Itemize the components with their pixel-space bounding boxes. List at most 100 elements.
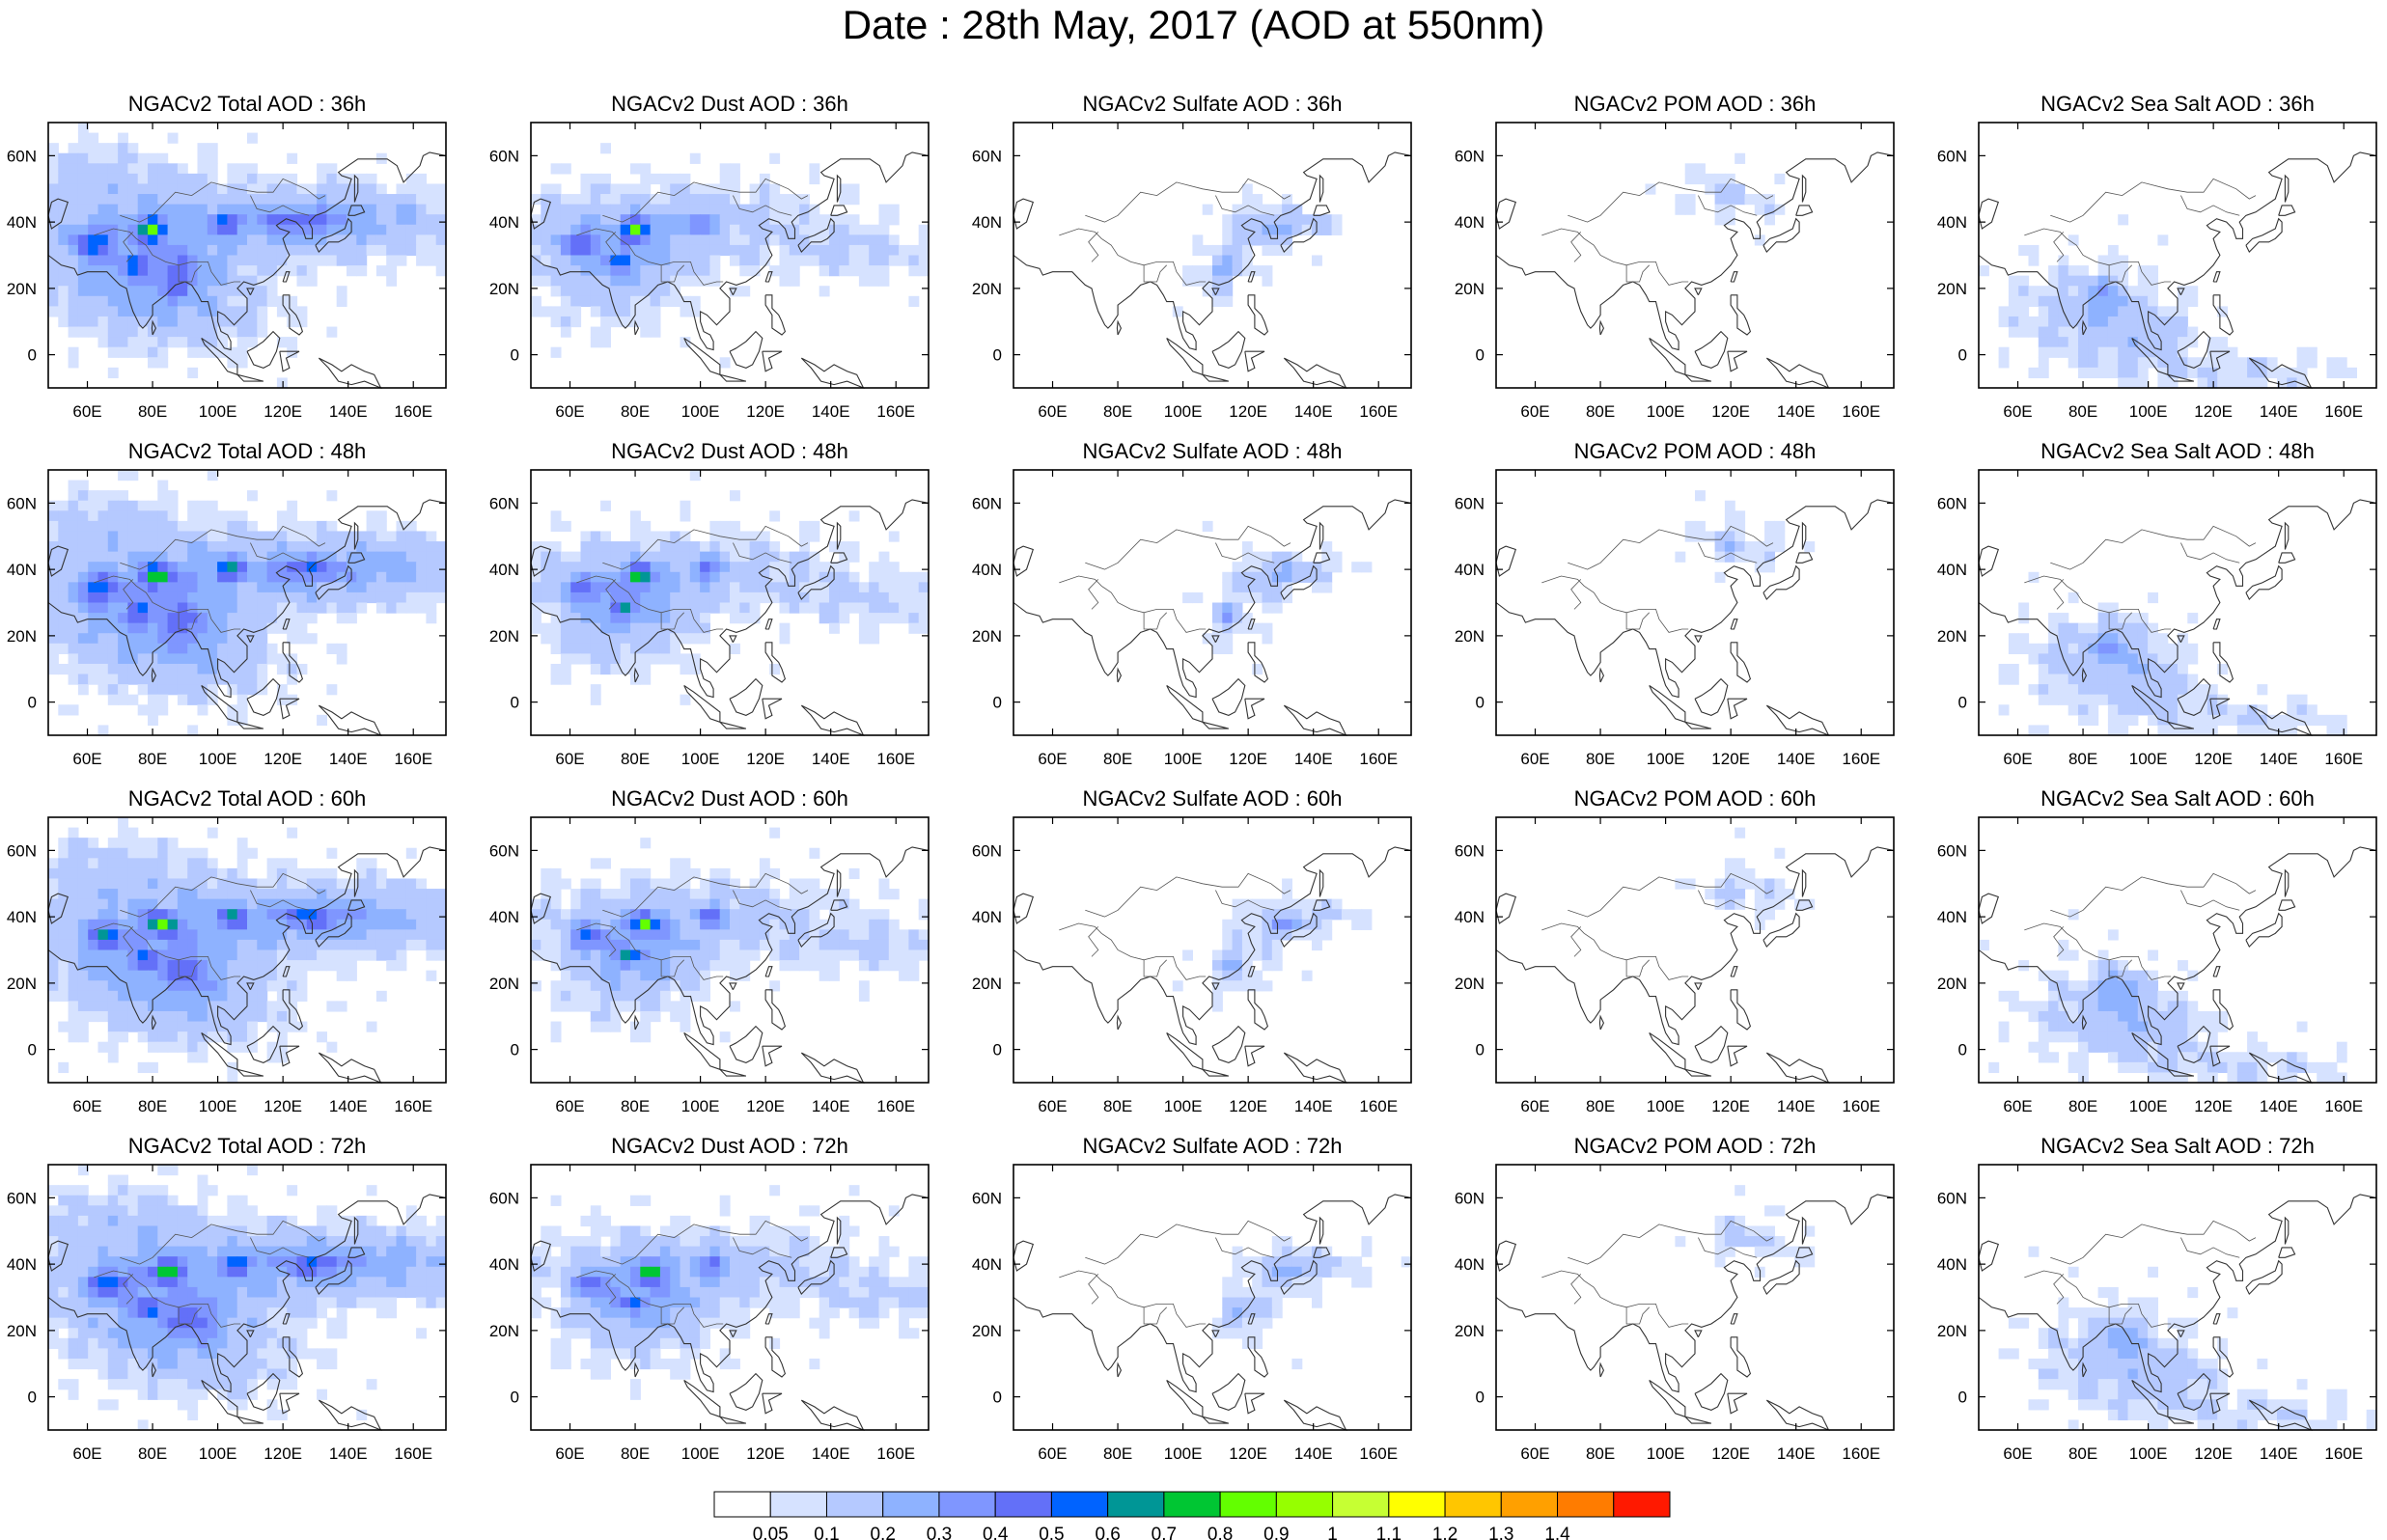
aod-cell	[296, 919, 308, 930]
aod-cell	[580, 960, 592, 972]
aod-cell	[58, 1061, 69, 1074]
aod-cell	[107, 1031, 119, 1043]
aod-cell	[2187, 613, 2199, 624]
aod-cell	[878, 571, 890, 583]
aod-cell	[869, 255, 880, 266]
aod-cell	[187, 316, 199, 328]
aod-cell	[207, 1021, 218, 1032]
aod-cell	[730, 551, 740, 563]
aod-cell	[48, 562, 59, 573]
aod-cell	[157, 919, 169, 930]
aod-cell	[227, 286, 238, 297]
aod-cell	[1282, 551, 1292, 563]
aod-cell	[2227, 714, 2238, 727]
aod-cell	[416, 591, 427, 604]
aod-cell	[375, 204, 387, 215]
aod-cell	[2038, 653, 2049, 665]
aod-cell	[257, 571, 268, 583]
aod-cell	[88, 1205, 99, 1217]
aod-cell	[197, 929, 208, 941]
aod-cell	[680, 500, 691, 511]
coastline	[347, 552, 366, 564]
aod-cell	[550, 909, 562, 921]
aod-cell	[118, 674, 128, 685]
aod-cell	[541, 949, 552, 961]
aod-cell	[356, 949, 368, 961]
aod-cell	[799, 909, 810, 921]
aod-cell	[118, 234, 128, 246]
aod-cell	[1252, 214, 1263, 226]
aod-cell	[187, 234, 199, 246]
aod-cell	[2038, 1052, 2049, 1063]
aod-cell	[306, 929, 318, 941]
aod-cell	[799, 591, 810, 604]
aod-cell	[148, 224, 158, 235]
aod-cell	[416, 173, 427, 185]
aod-cell	[88, 949, 99, 961]
aod-cell	[97, 591, 109, 604]
aod-cell	[2028, 316, 2040, 328]
aod-cell	[177, 960, 188, 972]
aod-cell	[157, 939, 169, 951]
aod-cell	[2058, 613, 2069, 624]
aod-cell	[759, 234, 770, 246]
aod-cell	[709, 551, 721, 563]
aod-cell	[375, 562, 387, 573]
aod-cell	[600, 653, 611, 665]
aod-cell	[257, 602, 268, 614]
aod-cell	[719, 929, 731, 941]
aod-cell	[187, 858, 199, 869]
aod-cell	[405, 889, 417, 900]
aod-cell	[2137, 980, 2149, 992]
aod-cell	[600, 562, 611, 573]
aod-cell	[287, 613, 298, 624]
coastline	[633, 667, 640, 683]
aod-cell	[610, 919, 622, 930]
aod-cell	[2068, 909, 2079, 921]
aod-cell	[187, 214, 199, 226]
aod-cell	[1241, 194, 1253, 206]
aod-cell	[2018, 275, 2030, 287]
aod-cell	[2178, 1021, 2188, 1032]
aod-cell	[1321, 571, 1333, 583]
aod-cell	[1252, 571, 1263, 583]
aod-cell	[819, 960, 830, 972]
aod-cell	[541, 275, 552, 287]
y-tick-label: 60N	[7, 494, 37, 512]
aod-cell	[276, 1021, 288, 1032]
coastline	[2212, 294, 2234, 336]
aod-cell	[187, 878, 199, 890]
aod-cell	[2167, 1061, 2179, 1074]
aod-cell	[405, 214, 417, 226]
aod-cell	[689, 602, 701, 614]
aod-cell	[177, 173, 188, 185]
aod-cell	[2137, 674, 2149, 685]
aod-cell	[2097, 970, 2109, 981]
aod-cell	[317, 204, 327, 215]
aod-cell	[730, 520, 740, 533]
aod-cell	[2038, 357, 2049, 369]
aod-cell	[247, 275, 258, 287]
aod-cell	[236, 960, 248, 972]
aod-cell	[77, 480, 89, 491]
aod-cell	[918, 234, 930, 246]
aod-cell	[848, 224, 860, 235]
aod-cell	[620, 224, 631, 235]
aod-cell	[659, 898, 671, 910]
aod-cell	[347, 531, 357, 542]
coastline	[2212, 619, 2221, 630]
aod-cell	[366, 858, 377, 869]
coastline	[1495, 198, 1516, 230]
aod-cell	[590, 234, 601, 246]
aod-cell	[356, 898, 368, 910]
aod-cell	[257, 990, 268, 1002]
aod-cell	[375, 571, 387, 583]
aod-cell	[167, 275, 179, 287]
aod-cell	[659, 286, 671, 297]
x-tick-label: 100E	[1647, 1097, 1685, 1115]
aod-cell	[650, 551, 661, 563]
aod-cell	[1724, 541, 1735, 553]
aod-cell	[680, 909, 691, 921]
aod-cell	[405, 919, 417, 930]
aod-cell	[730, 643, 740, 654]
